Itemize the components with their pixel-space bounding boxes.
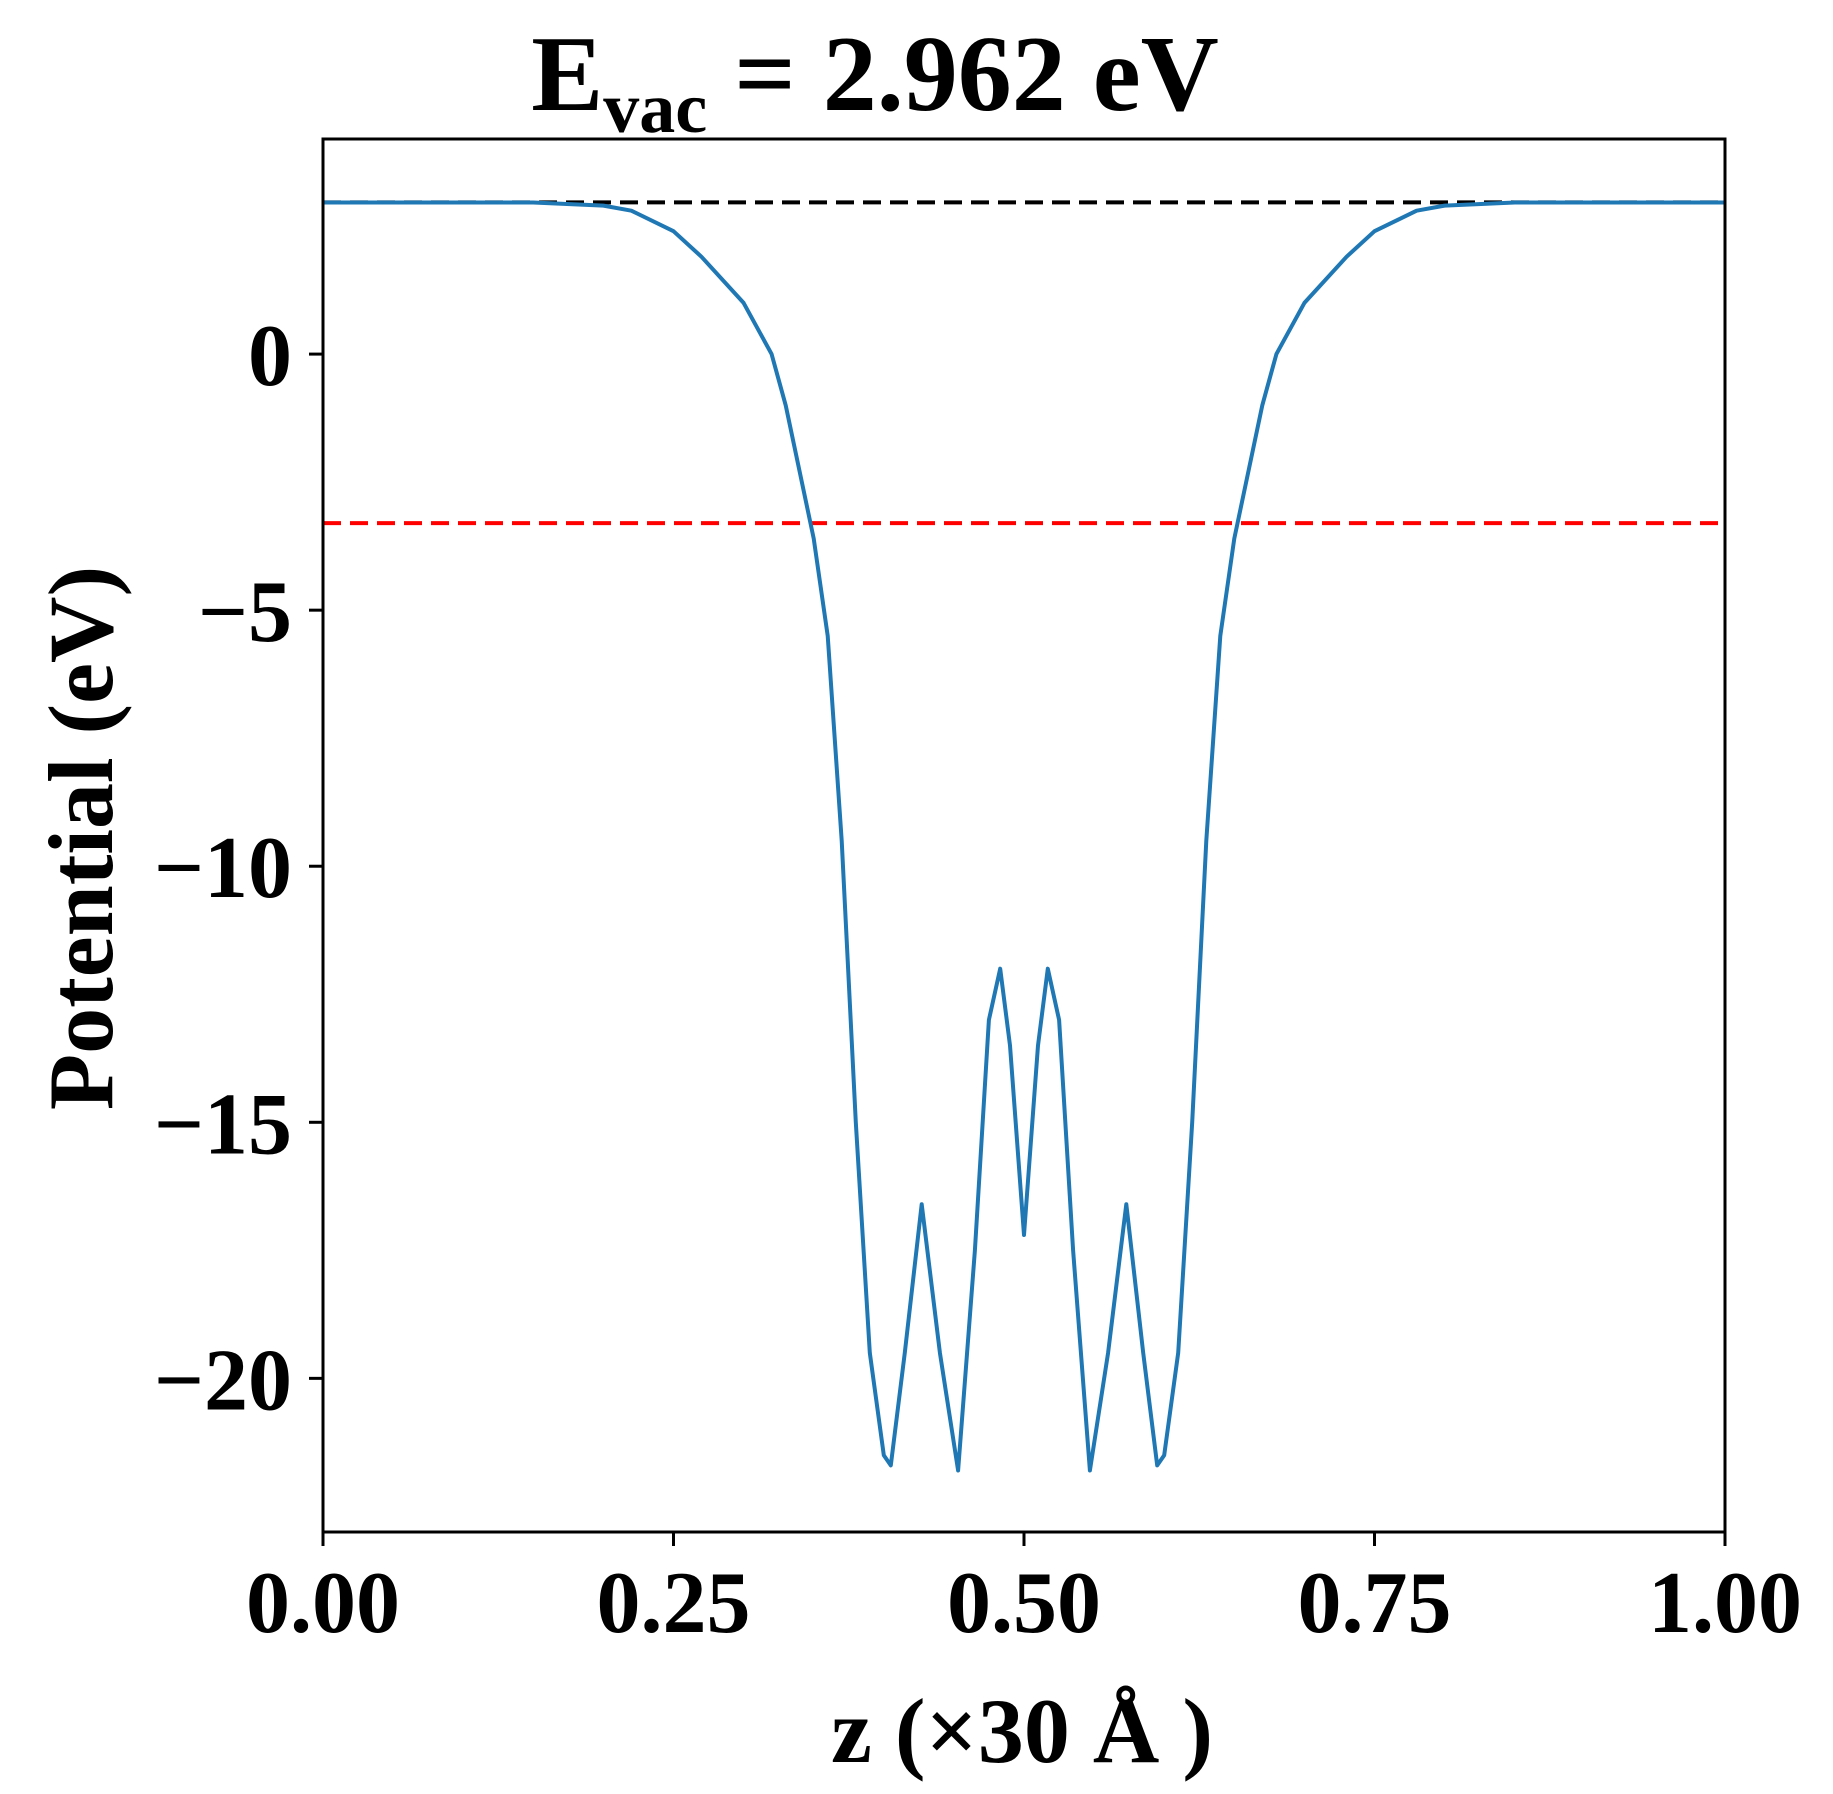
chart-title: Evac = 2.962 eV [531,15,1219,148]
title-subscript: vac [603,68,707,148]
reference-lines [323,200,1725,526]
title-rest: = 2.962 eV [707,15,1218,134]
x-axis-label: z (×30 Å ) [831,1680,1213,1782]
y-tick-label: −5 [198,564,292,661]
plot-area-frame [321,137,1727,1534]
series-line-0 [323,200,1725,1473]
x-tick-label: 0.00 [246,1555,400,1652]
x-tick-label: 0.50 [947,1555,1101,1652]
x-tick-label: 1.00 [1648,1555,1802,1652]
y-tick-label: −15 [154,1076,292,1173]
y-tick-label: 0 [248,308,292,405]
title-main: E [531,15,603,134]
y-tick-label: −20 [154,1332,292,1429]
x-axis-ticks: 0.00 0.25 0.50 0.75 1.00 [246,1532,1802,1652]
y-tick-label: −10 [154,820,292,917]
y-axis-ticks: 0 −5 −10 −15 −20 [154,308,323,1429]
series-lines [323,200,1725,1473]
x-tick-label: 0.25 [597,1555,751,1652]
y-axis-label: Potential (eV) [30,566,132,1110]
x-tick-label: 0.75 [1298,1555,1452,1652]
